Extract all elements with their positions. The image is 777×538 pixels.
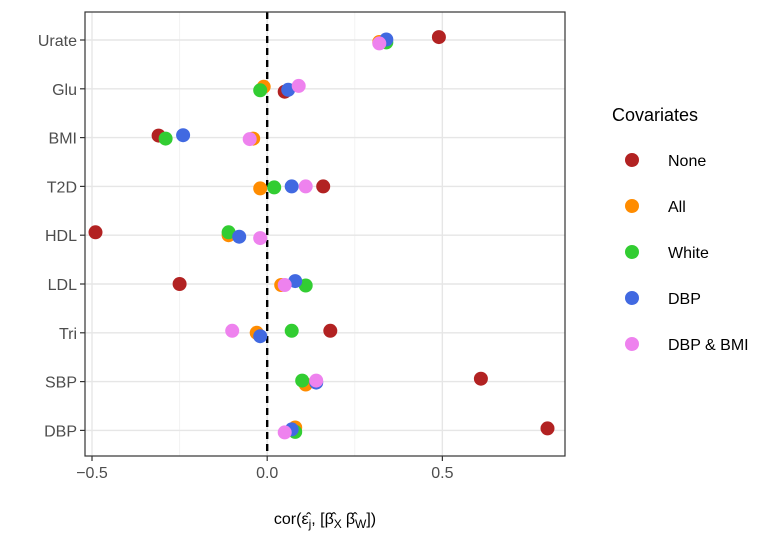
point-white-ldl [298, 278, 313, 293]
point-dbp-bmi [176, 128, 191, 143]
point-dbp-tri [253, 329, 268, 344]
point-dbp-ldl [288, 274, 303, 289]
point-dbp-bmi-sbp [309, 373, 324, 388]
y-tick-label-ldl: LDL [48, 277, 77, 294]
point-dbp-bmi-tri [225, 323, 240, 338]
point-white-tri [284, 323, 299, 338]
point-dbp-bmi-dbp [277, 425, 292, 440]
data-points [88, 30, 555, 440]
point-white-bmi [158, 131, 173, 146]
legend: Covariates None All White DBP DBP & BMI [612, 105, 749, 354]
x-tick-label: −0.5 [76, 465, 108, 482]
x-axis-title: cor(ε̂j, [β̂X β̂W]) [274, 511, 376, 531]
legend-label-all: All [668, 199, 686, 216]
point-none-t2d [316, 179, 331, 194]
point-white-hdl [221, 225, 236, 240]
point-dbp-t2d [284, 179, 299, 194]
x-title-beta-w: β̂ [346, 511, 358, 528]
point-dbp-bmi-hdl [253, 231, 268, 246]
point-dbp-hdl [232, 229, 247, 244]
legend-key-dbp-bmi [625, 337, 639, 351]
point-dbp-bmi-urate [372, 36, 387, 51]
point-none-hdl [88, 225, 103, 240]
x-title-suffix: ]) [366, 511, 376, 528]
point-white-sbp [295, 373, 310, 388]
x-title-prefix: cor( [274, 511, 302, 528]
point-none-dbp [540, 421, 555, 436]
x-title-eps-sub: j [308, 517, 312, 531]
y-tick-label-bmi: BMI [49, 131, 77, 148]
point-white-glu [253, 83, 268, 98]
y-tick-label-tri: Tri [59, 326, 77, 343]
point-dbp-bmi-ldl [277, 278, 292, 292]
legend-key-dbp [625, 291, 639, 305]
legend-key-none [625, 153, 639, 167]
y-tick-label-sbp: SBP [45, 375, 77, 392]
x-tick-label: 0.5 [431, 465, 453, 482]
x-title-beta-x-sub: X [334, 517, 342, 531]
y-tick-label-hdl: HDL [45, 228, 77, 245]
x-title-beta-x: β̂ [325, 511, 337, 528]
legend-key-all [625, 199, 639, 213]
x-axis: −0.5 0.0 0.5 [76, 456, 454, 482]
y-tick-label-t2d: T2D [47, 179, 77, 196]
point-dbp-bmi-bmi [242, 132, 257, 147]
y-tick-label-dbp: DBP [44, 423, 77, 440]
legend-label-dbp: DBP [668, 291, 701, 308]
point-dbp-bmi-t2d [298, 179, 313, 194]
legend-label-none: None [668, 153, 706, 170]
legend-label-white: White [668, 245, 709, 262]
y-tick-label-glu: Glu [52, 82, 77, 99]
y-tick-label-urate: Urate [38, 33, 77, 50]
point-dbp-bmi-glu [291, 78, 306, 93]
legend-title: Covariates [612, 105, 698, 125]
grid [85, 12, 565, 456]
x-title-beta-w-sub: W [355, 517, 367, 531]
legend-label-dbp-bmi: DBP & BMI [668, 337, 749, 354]
plot-panel-border [84, 11, 566, 457]
point-white-t2d [267, 180, 282, 195]
point-dbp-glu [281, 82, 296, 97]
legend-key-white [625, 245, 639, 259]
point-none-tri [323, 323, 338, 338]
y-axis: Urate Glu BMI T2D HDL LDL Tri SBP DBP [38, 33, 85, 440]
x-title-sep: , [ [311, 511, 325, 528]
point-all-t2d [253, 181, 268, 196]
x-tick-label: 0.0 [256, 465, 278, 482]
point-none-ldl [172, 277, 187, 291]
point-none-urate [431, 30, 446, 45]
point-none-sbp [473, 371, 488, 386]
x-title-eps: ε̂ [301, 511, 311, 528]
